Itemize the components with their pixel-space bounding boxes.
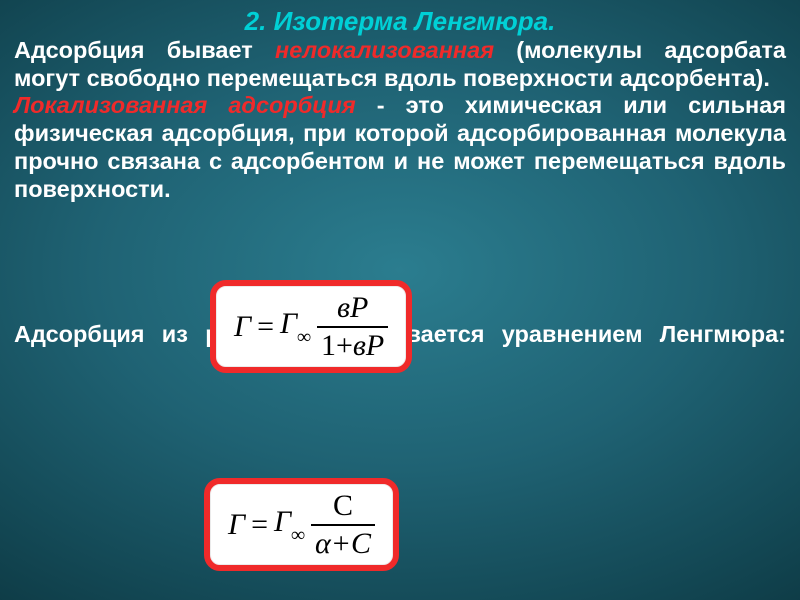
paragraph-1: Адсорбция бывает нелокализованная (молек…: [14, 37, 786, 92]
f2-den: α+C: [311, 528, 375, 560]
f2-eq: =: [251, 508, 268, 542]
f2-num: C: [329, 490, 357, 522]
f2-fraction: C α+C: [311, 490, 375, 559]
f1-den-b: вP: [353, 329, 384, 362]
f2-gamma-inf: Г∞: [274, 505, 305, 544]
slide: 2. Изотерма Ленгмюра. Адсорбция бывает н…: [0, 0, 800, 600]
f1-gamma-inf: Г∞: [280, 307, 311, 346]
formula-2: Г=Г∞ C α+C: [228, 490, 375, 559]
f2-gamma: Г: [228, 508, 245, 542]
f2-ginf-sym: Г: [274, 505, 291, 538]
formula-box-2: Г=Г∞ C α+C: [204, 478, 399, 571]
f1-ginf-sym: Г: [280, 307, 297, 340]
p1-keyword: нелокализованная: [275, 37, 494, 63]
slide-title: 2. Изотерма Ленгмюра.: [14, 6, 786, 37]
f2-bar: [311, 524, 375, 526]
f1-den-a: 1+: [321, 329, 353, 362]
f1-fraction: вP 1+вP: [317, 292, 388, 361]
f1-den: 1+вP: [317, 330, 388, 362]
f1-eq: =: [257, 310, 274, 344]
f1-inf-sub: ∞: [297, 327, 311, 348]
formula-1: Г = Г∞ вP 1+вP: [234, 292, 388, 361]
formula-box-1: Г = Г∞ вP 1+вP: [210, 280, 412, 373]
f2-inf-sub: ∞: [291, 525, 305, 546]
p2-keyword: Локализованная адсорбция: [14, 92, 356, 118]
f1-gamma: Г: [234, 310, 251, 344]
paragraph-2: Локализованная адсорбция - это химическа…: [14, 92, 786, 203]
f1-bar: [317, 326, 388, 328]
f1-num: вP: [333, 292, 372, 324]
p1-text-a: Адсорбция бывает: [14, 37, 275, 63]
